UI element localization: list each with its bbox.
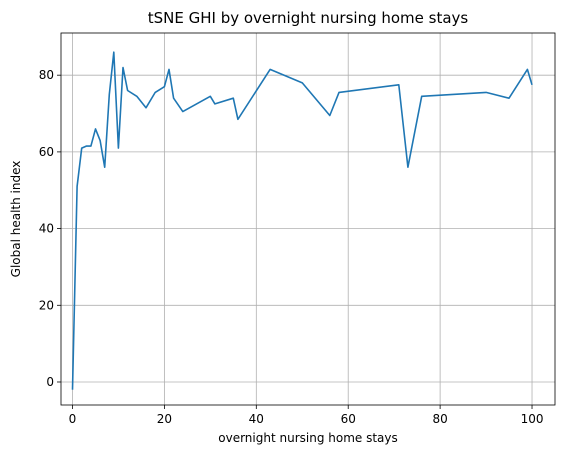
y-tick-label: 0 — [46, 375, 54, 389]
chart-title: tSNE GHI by overnight nursing home stays — [148, 9, 469, 27]
x-tick-label: 100 — [521, 412, 544, 426]
y-tick-label: 80 — [39, 68, 54, 82]
x-tick-label: 80 — [432, 412, 447, 426]
y-tick-label: 60 — [39, 145, 54, 159]
x-tick-label: 60 — [341, 412, 356, 426]
x-tick-label: 20 — [157, 412, 172, 426]
x-tick-label: 40 — [249, 412, 264, 426]
series-layer — [71, 51, 533, 390]
plot-frame — [60, 32, 556, 406]
y-axis-label: Global health index — [9, 161, 23, 278]
x-tick-label: 0 — [69, 412, 77, 426]
y-tick-label: 40 — [39, 222, 54, 236]
series-line — [71, 51, 533, 390]
axis-ticks: 0 20 40 60 80 100 0 20 40 60 80 — [39, 68, 544, 426]
y-tick-label: 20 — [39, 298, 54, 312]
grid-lines — [61, 33, 555, 405]
x-axis-label: overnight nursing home stays — [218, 431, 398, 445]
